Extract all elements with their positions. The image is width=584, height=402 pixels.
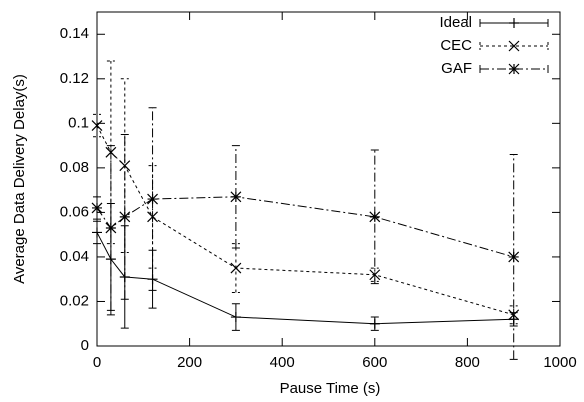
legend-label: Ideal bbox=[439, 14, 472, 31]
marker bbox=[369, 211, 381, 223]
marker bbox=[230, 191, 242, 203]
marker bbox=[508, 309, 520, 321]
x-tick-label: 0 bbox=[93, 354, 101, 371]
legend-swatch bbox=[479, 42, 549, 50]
x-tick-label: 600 bbox=[362, 354, 387, 371]
error-bar bbox=[370, 149, 379, 285]
marker bbox=[508, 63, 520, 75]
y-tick-label: 0.12 bbox=[60, 70, 89, 87]
marker bbox=[508, 40, 520, 52]
series-line bbox=[96, 125, 514, 316]
marker bbox=[147, 193, 158, 205]
y-tick-label: 0.14 bbox=[60, 25, 89, 42]
y-axis-label: Average Data Delivery Delay(s) bbox=[11, 74, 28, 284]
error-bar bbox=[120, 133, 129, 300]
series-line bbox=[96, 232, 514, 325]
marker bbox=[119, 160, 131, 172]
marker bbox=[91, 202, 103, 214]
series-line bbox=[96, 196, 514, 258]
marker bbox=[119, 211, 131, 223]
marker bbox=[92, 227, 102, 238]
x-axis-label: Pause Time (s) bbox=[280, 380, 381, 397]
marker bbox=[91, 120, 103, 131]
error-bar bbox=[106, 145, 115, 311]
marker bbox=[230, 312, 241, 323]
marker bbox=[508, 251, 520, 263]
y-tick-label: 0 bbox=[81, 337, 89, 354]
error-bar bbox=[93, 113, 101, 138]
y-tick-label: 0.1 bbox=[68, 114, 89, 131]
y-tick-label: 0.04 bbox=[60, 248, 89, 265]
error-bar bbox=[93, 196, 101, 220]
x-tick-label: 200 bbox=[177, 354, 202, 371]
marker bbox=[369, 318, 380, 329]
legend-label: CEC bbox=[440, 37, 472, 54]
marker bbox=[230, 262, 242, 274]
x-tick-label: 800 bbox=[455, 354, 480, 371]
legend-label: GAF bbox=[441, 60, 472, 77]
marker bbox=[509, 18, 519, 28]
y-tick-label: 0.08 bbox=[60, 159, 89, 176]
marker bbox=[105, 222, 117, 234]
y-tick-label: 0.02 bbox=[60, 292, 89, 309]
x-tick-label: 400 bbox=[270, 354, 295, 371]
x-tick-label: 1000 bbox=[543, 354, 576, 371]
y-tick-label: 0.06 bbox=[60, 203, 89, 220]
plot-frame bbox=[96, 11, 561, 347]
